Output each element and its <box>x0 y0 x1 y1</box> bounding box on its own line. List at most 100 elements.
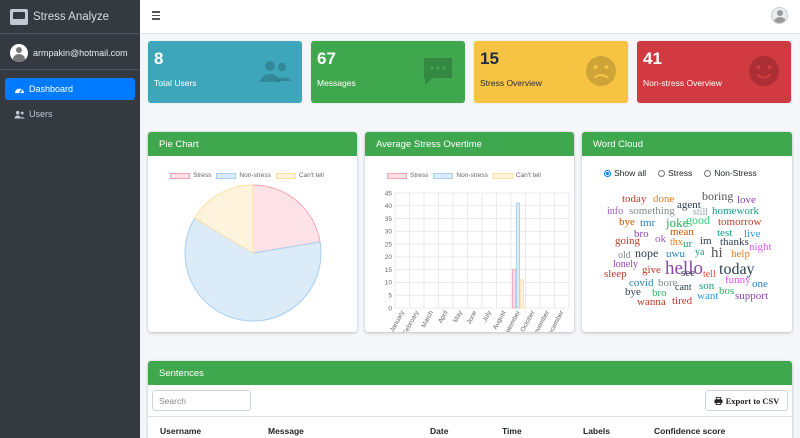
stat-label: Stress Overview <box>480 78 542 88</box>
filter-non-stress[interactable]: Non-Stress <box>704 168 757 178</box>
word-cloud-word[interactable]: hello <box>665 258 703 279</box>
sidebar-item-dashboard[interactable]: Dashboard <box>5 78 135 100</box>
bar-can-t-tell-september[interactable] <box>519 279 524 309</box>
word-cloud-word[interactable]: mean <box>670 226 694 238</box>
word-cloud-word[interactable]: done <box>653 193 675 205</box>
word-cloud-word[interactable]: test <box>717 227 733 239</box>
word-cloud-word[interactable]: today <box>719 261 755 278</box>
menu-toggle-icon[interactable] <box>152 11 160 22</box>
word-cloud-word[interactable]: info <box>607 206 624 217</box>
legend-item[interactable]: Can't tell <box>492 172 541 179</box>
bar-non-stress-september[interactable] <box>515 202 521 309</box>
word-cloud-word[interactable]: joke <box>666 215 689 230</box>
word-cloud-word[interactable]: ur <box>683 238 693 250</box>
pie-slice-non-stress[interactable] <box>184 217 322 322</box>
word-cloud-word[interactable]: im <box>700 235 712 247</box>
word-cloud-word[interactable]: old <box>618 250 631 261</box>
legend-item[interactable]: Can't tell <box>275 172 324 179</box>
legend-item[interactable]: Stress <box>170 172 211 179</box>
word-cloud-word[interactable]: help <box>731 248 750 260</box>
word-cloud-word[interactable]: ya <box>695 247 705 258</box>
word-cloud-word[interactable]: ok <box>655 233 666 245</box>
user-panel[interactable]: armpakin@hotmail.com <box>0 36 140 70</box>
word-cloud-word[interactable]: cant <box>675 282 692 293</box>
chart-legend: Stress Non-stress Can't tell <box>170 172 329 179</box>
stat-box-messages[interactable]: 67 Messages <box>311 41 465 103</box>
word-cloud-word[interactable]: son <box>699 280 715 292</box>
pie-chart <box>184 184 322 322</box>
word-cloud-word[interactable]: bos <box>719 285 735 297</box>
word-cloud-word[interactable]: today <box>622 193 647 205</box>
x-tick-label: June <box>466 309 479 325</box>
word-cloud-word[interactable]: see <box>681 267 696 279</box>
sidebar-item-users[interactable]: Users <box>5 103 135 125</box>
word-cloud-word[interactable]: give <box>642 264 661 276</box>
legend-item[interactable]: Stress <box>387 172 428 179</box>
word-cloud-word[interactable]: hi <box>711 245 723 261</box>
word-cloud-word[interactable]: funny <box>725 274 751 286</box>
word-cloud-word[interactable]: support <box>735 290 768 302</box>
y-tick-label: 45 <box>385 190 393 197</box>
app-title: Stress Analyze <box>33 10 110 23</box>
profile-avatar-icon[interactable] <box>771 7 788 24</box>
word-cloud-word[interactable]: boring <box>702 189 734 203</box>
word-cloud-word[interactable]: thx <box>670 237 683 248</box>
word-cloud-word[interactable]: covid <box>629 277 654 289</box>
word-cloud-word[interactable]: tomorrow <box>718 216 762 228</box>
stat-value: 41 <box>643 49 662 68</box>
export-csv-button[interactable]: Export to CSV <box>705 390 788 411</box>
word-cloud-word[interactable]: tired <box>672 295 693 307</box>
radio-label: Non-Stress <box>714 168 757 178</box>
filter-stress[interactable]: Stress <box>658 168 692 178</box>
pie-slice-cant-tell[interactable] <box>193 184 254 254</box>
word-cloud-word[interactable]: bro <box>652 287 667 299</box>
pie-slice-stress[interactable] <box>252 184 321 254</box>
column-header-confidence[interactable]: Confidence score <box>654 426 726 436</box>
stat-label: Messages <box>317 78 356 88</box>
radio-icon[interactable] <box>658 169 666 177</box>
word-cloud-word[interactable]: still <box>693 207 709 218</box>
word-cloud-word[interactable]: live <box>744 228 761 240</box>
word-cloud-word[interactable]: going <box>615 235 641 247</box>
column-header-username[interactable]: Username <box>160 426 202 436</box>
word-cloud-word[interactable]: uwu <box>666 248 685 260</box>
word-cloud-word[interactable]: good <box>686 213 710 227</box>
word-cloud-word[interactable]: lonely <box>613 259 638 270</box>
word-cloud-word[interactable]: thanks <box>720 236 749 248</box>
radio-label: Stress <box>668 168 693 178</box>
word-cloud-word[interactable]: love <box>737 194 756 206</box>
column-header-time[interactable]: Time <box>502 426 522 436</box>
word-cloud-word[interactable]: something <box>629 205 675 217</box>
word-cloud-word[interactable]: homework <box>712 205 760 217</box>
bar-stress-september[interactable] <box>512 269 517 309</box>
radio-icon[interactable] <box>704 169 712 177</box>
word-cloud-word[interactable]: sleep <box>604 268 627 280</box>
word-cloud-word[interactable]: bye <box>625 286 641 298</box>
radio-selected-icon[interactable] <box>604 169 611 177</box>
word-cloud-word[interactable]: bye <box>619 216 635 228</box>
word-cloud-word[interactable]: bore <box>658 277 678 289</box>
y-tick-label: 30 <box>385 229 393 236</box>
word-cloud-word[interactable]: want <box>697 290 719 302</box>
stat-box-stress[interactable]: 15 Stress Overview <box>474 41 628 103</box>
stat-box-non-stress[interactable]: 41 Non-stress Overview <box>637 41 791 103</box>
card-title: Sentences <box>148 361 792 385</box>
word-cloud-word[interactable]: tmr <box>640 217 656 229</box>
word-cloud-word[interactable]: bro <box>634 228 649 240</box>
column-header-message[interactable]: Message <box>268 426 304 436</box>
legend-item[interactable]: Non-stress <box>433 172 488 179</box>
word-cloud-word[interactable]: night <box>749 241 772 253</box>
word-cloud-word[interactable]: agent <box>677 199 701 211</box>
filter-show-all[interactable]: Show all <box>604 168 646 178</box>
brand[interactable]: Stress Analyze <box>0 0 140 34</box>
column-header-date[interactable]: Date <box>430 426 449 436</box>
word-cloud-word[interactable]: one <box>752 278 768 290</box>
stat-box-total-users[interactable]: 8 Total Users <box>148 41 302 103</box>
legend-item[interactable]: Non-stress <box>216 172 271 179</box>
search-input[interactable] <box>152 390 251 411</box>
word-cloud-word[interactable]: tell <box>703 269 716 280</box>
word-cloud-word[interactable]: nope <box>635 246 659 260</box>
y-tick-label: 5 <box>388 293 392 300</box>
word-cloud-word[interactable]: wanna <box>637 296 666 308</box>
column-header-labels[interactable]: Labels <box>583 426 610 436</box>
